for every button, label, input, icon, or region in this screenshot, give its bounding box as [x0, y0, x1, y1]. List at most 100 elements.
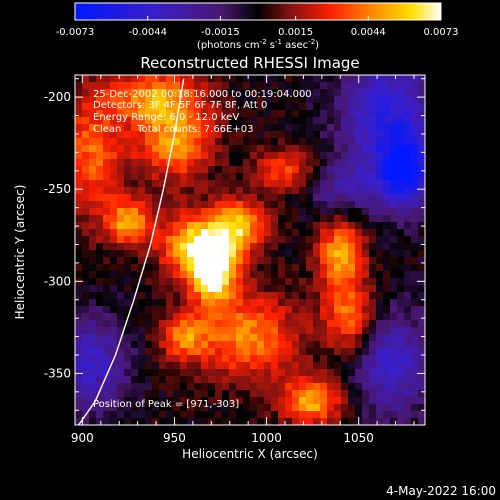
heatmap-cell: [152, 117, 160, 125]
heatmap-cell: [75, 355, 83, 363]
heatmap-cell: [292, 418, 300, 425]
heatmap-cell: [285, 173, 293, 181]
heatmap-cell: [187, 383, 195, 391]
heatmap-cell: [82, 390, 90, 398]
heatmap-cell: [397, 278, 405, 286]
heatmap-cell: [201, 411, 209, 419]
heatmap-cell: [180, 243, 188, 251]
heatmap-cell: [194, 390, 202, 398]
heatmap-cell: [285, 320, 293, 328]
heatmap-cell: [250, 334, 258, 342]
heatmap-cell: [369, 103, 377, 111]
heatmap-cell: [327, 82, 335, 90]
heatmap-cell: [103, 271, 111, 279]
heatmap-cell: [348, 278, 356, 286]
heatmap-cell: [320, 418, 328, 425]
heatmap-cell: [341, 243, 349, 251]
heatmap-cell: [320, 292, 328, 300]
heatmap-cell: [418, 383, 425, 391]
heatmap-cell: [250, 362, 258, 370]
heatmap-cell: [341, 299, 349, 307]
heatmap-cell: [187, 75, 195, 83]
heatmap-cell: [194, 96, 202, 104]
heatmap-cell: [306, 383, 314, 391]
heatmap-cell: [397, 341, 405, 349]
heatmap-cell: [222, 229, 230, 237]
heatmap-cell: [124, 271, 132, 279]
heatmap-cell: [327, 306, 335, 314]
heatmap-cell: [355, 404, 363, 412]
heatmap-cell: [173, 313, 181, 321]
heatmap-cell: [404, 96, 412, 104]
heatmap-cell: [355, 124, 363, 132]
heatmap-cell: [362, 75, 370, 83]
detectors-info: Detectors: 3F 4F 5F 6F 7F 8F, Att 0: [93, 100, 267, 111]
heatmap-cell: [159, 299, 167, 307]
heatmap-cell: [131, 82, 139, 90]
heatmap-cell: [348, 201, 356, 209]
heatmap-cell: [376, 89, 384, 97]
heatmap-cell: [236, 243, 244, 251]
heatmap-cell: [257, 264, 265, 272]
heatmap-cell: [299, 362, 307, 370]
heatmap-cell: [229, 418, 237, 425]
heatmap-cell: [306, 138, 314, 146]
heatmap-cell: [173, 187, 181, 195]
heatmap-cell: [250, 411, 258, 419]
heatmap-cell: [320, 194, 328, 202]
heatmap-cell: [278, 320, 286, 328]
heatmap-cell: [257, 194, 265, 202]
heatmap-cell: [299, 236, 307, 244]
heatmap-cell: [285, 285, 293, 293]
heatmap-cell: [166, 187, 174, 195]
heatmap-cell: [313, 103, 321, 111]
heatmap-cell: [222, 355, 230, 363]
heatmap-cell: [376, 96, 384, 104]
heatmap-cell: [194, 166, 202, 174]
heatmap-cell: [327, 89, 335, 97]
heatmap-cell: [404, 110, 412, 118]
heatmap-cell: [348, 292, 356, 300]
heatmap-cell: [222, 299, 230, 307]
heatmap-cell: [376, 229, 384, 237]
heatmap-cell: [250, 89, 258, 97]
heatmap-cell: [180, 292, 188, 300]
heatmap-cell: [327, 222, 335, 230]
heatmap-cell: [271, 299, 279, 307]
heatmap-cell: [320, 348, 328, 356]
heatmap-cell: [236, 264, 244, 272]
colorbar-unit-label: (photons cm-2 s-1 asec-2): [197, 38, 319, 51]
heatmap-cell: [404, 145, 412, 153]
heatmap-cell: [243, 278, 251, 286]
heatmap-cell: [152, 404, 160, 412]
heatmap-cell: [103, 96, 111, 104]
heatmap-cell: [313, 418, 321, 425]
heatmap-cell: [327, 411, 335, 419]
heatmap-cell: [215, 124, 223, 132]
heatmap-cell: [355, 110, 363, 118]
heatmap-cell: [117, 180, 125, 188]
heatmap-cell: [166, 208, 174, 216]
heatmap-cell: [152, 390, 160, 398]
heatmap-cell: [250, 173, 258, 181]
heatmap-cell: [327, 180, 335, 188]
heatmap-cell: [306, 376, 314, 384]
heatmap-cell: [327, 299, 335, 307]
heatmap-cell: [89, 320, 97, 328]
heatmap-cell: [103, 348, 111, 356]
heatmap-cell: [278, 299, 286, 307]
heatmap-cell: [194, 152, 202, 160]
heatmap-cell: [89, 236, 97, 244]
colorbar-tick-label: 0.0015: [278, 27, 313, 38]
heatmap-cell: [222, 96, 230, 104]
heatmap-cell: [334, 96, 342, 104]
heatmap-cell: [341, 390, 349, 398]
heatmap-cell: [110, 418, 118, 425]
heatmap-cell: [278, 222, 286, 230]
heatmap-cell: [278, 166, 286, 174]
heatmap-cell: [292, 362, 300, 370]
heatmap-cell: [341, 96, 349, 104]
heatmap-cell: [348, 138, 356, 146]
heatmap-cell: [418, 313, 425, 321]
heatmap-cell: [166, 299, 174, 307]
